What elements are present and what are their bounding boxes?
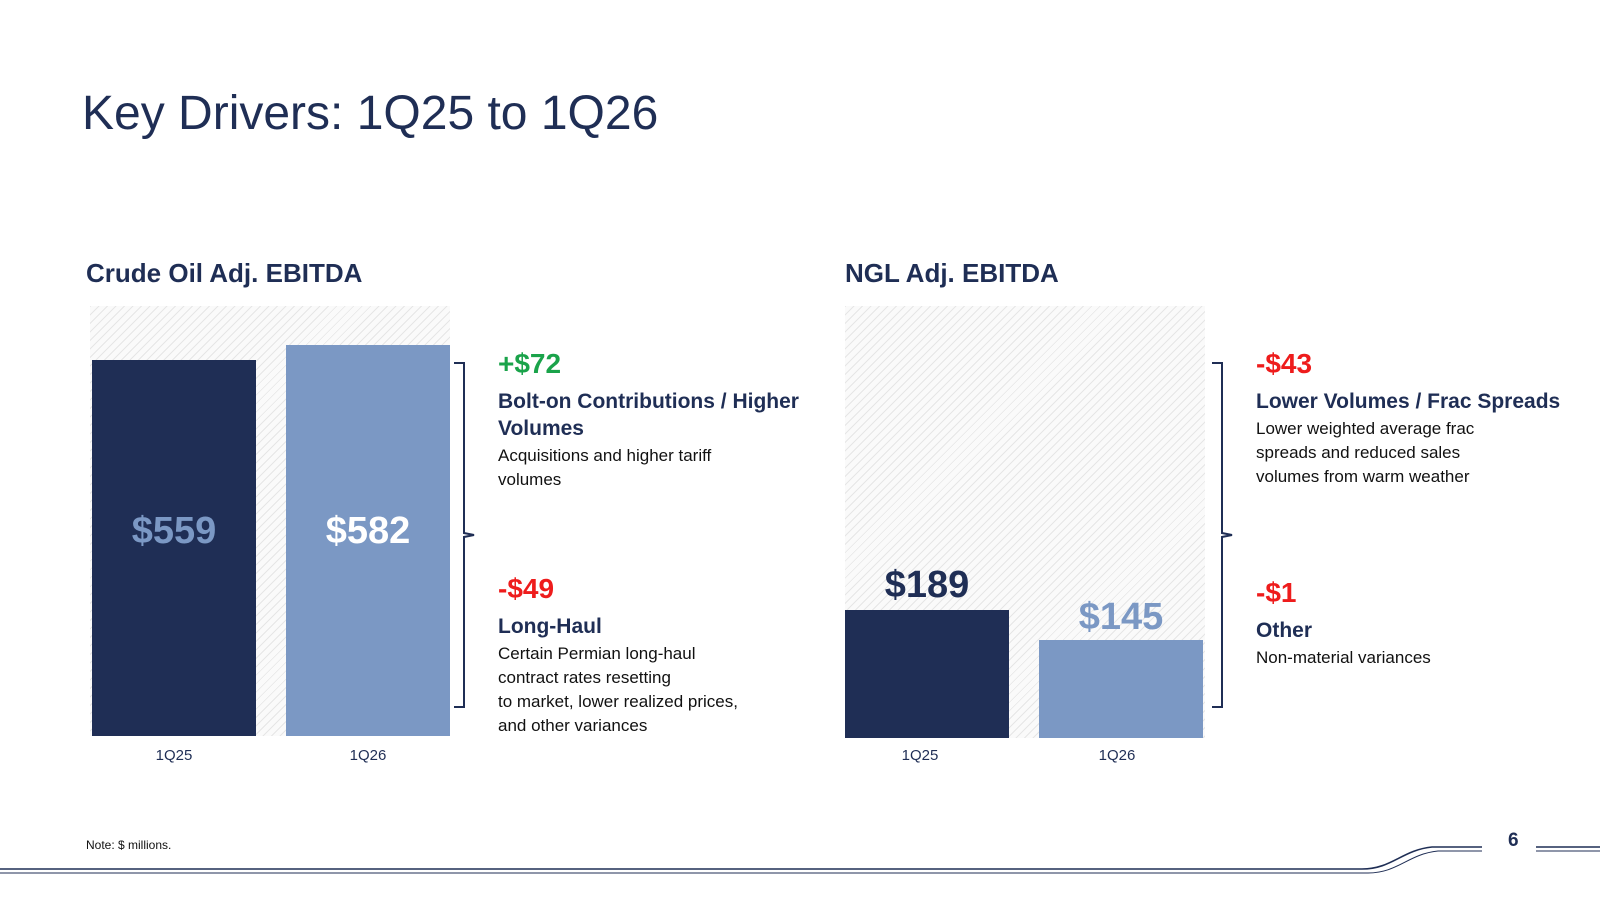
crude-driver-2-line-2: contract rates resetting xyxy=(498,668,671,687)
crude-oil-bar-chart: $559 $582 xyxy=(90,306,450,736)
page-number: 6 xyxy=(1508,830,1519,851)
crude-driver-1-title: Bolt-on Contributions / Higher Volumes xyxy=(498,390,799,440)
footer-swoosh-lines xyxy=(0,846,1600,874)
ngl-driver-1-amount: -$43 xyxy=(1256,348,1313,379)
crude-driver-1-description: Acquisitions and higher tariff volumes xyxy=(498,444,828,492)
crude-brace xyxy=(454,362,475,708)
crude-driver-2-line-4: and other variances xyxy=(498,716,648,735)
ngl-driver-2-amount: -$1 xyxy=(1256,577,1297,608)
bar-label-crude-1q26: $582 xyxy=(325,510,411,552)
ngl-driver-1-title: Lower Volumes / Frac Spreads xyxy=(1256,390,1561,413)
crude-driver-2-title: Long-Haul xyxy=(498,615,602,638)
ngl-driver-2-description: Non-material variances xyxy=(1256,646,1586,670)
ngl-driver-1-description: Lower weighted average frac spreads and … xyxy=(1256,417,1586,489)
crude-driver-1-amount: +$72 xyxy=(498,348,562,379)
ngl-driver-2-title: Other xyxy=(1256,619,1313,642)
ngl-driver-1-line-1: Lower weighted average frac xyxy=(1256,419,1475,438)
bar-label-ngl-1q25: $189 xyxy=(884,564,970,606)
tick-ngl-1q26: 1Q26 xyxy=(1098,747,1136,764)
footnote: Note: $ millions. xyxy=(86,838,172,852)
bar-label-ngl-1q26: $145 xyxy=(1078,596,1164,638)
tick-ngl-1q25: 1Q25 xyxy=(901,747,939,764)
crude-driver-2-line-1: Certain Permian long-haul xyxy=(498,644,696,663)
crude-driver-1-line-1: Acquisitions and higher tariff xyxy=(498,446,712,465)
bar-crude-1q26: $582 xyxy=(286,345,450,736)
tick-crude-1q25: 1Q25 xyxy=(155,747,193,764)
ngl-driver-2: -$1 Other Non-material variances xyxy=(1256,577,1586,670)
crude-driver-2: -$49 Long-Haul Certain Permian long-haul… xyxy=(498,573,828,738)
ngl-driver-1-line-3: volumes from warm weather xyxy=(1256,467,1470,486)
page-title: Key Drivers: 1Q25 to 1Q26 xyxy=(82,87,659,140)
ngl-brace xyxy=(1212,362,1233,708)
crude-driver-2-description: Certain Permian long-haul contract rates… xyxy=(498,642,828,738)
ngl-driver-1: -$43 Lower Volumes / Frac Spreads Lower … xyxy=(1256,348,1586,489)
bar-crude-1q25: $559 xyxy=(92,360,256,736)
bar-label-crude-1q25: $559 xyxy=(131,510,217,552)
crude-driver-1: +$72 Bolt-on Contributions / Higher Volu… xyxy=(498,348,828,492)
tick-crude-1q26: 1Q26 xyxy=(349,747,387,764)
crude-driver-2-line-3: to market, lower realized prices, xyxy=(498,692,738,711)
crude-driver-1-line-2: volumes xyxy=(498,470,562,489)
ngl-driver-2-line-1: Non-material variances xyxy=(1256,648,1431,667)
ngl-chart-title: NGL Adj. EBITDA xyxy=(845,258,1059,288)
crude-driver-2-amount: -$49 xyxy=(498,573,555,604)
bar-ngl-1q25: $189 xyxy=(845,564,1009,738)
crude-chart-title: Crude Oil Adj. EBITDA xyxy=(86,258,363,288)
bar-ngl-1q26: $145 xyxy=(1039,596,1203,738)
ngl-bar-chart: $189 $145 xyxy=(845,306,1205,738)
ngl-driver-1-line-2: spreads and reduced sales xyxy=(1256,443,1461,462)
